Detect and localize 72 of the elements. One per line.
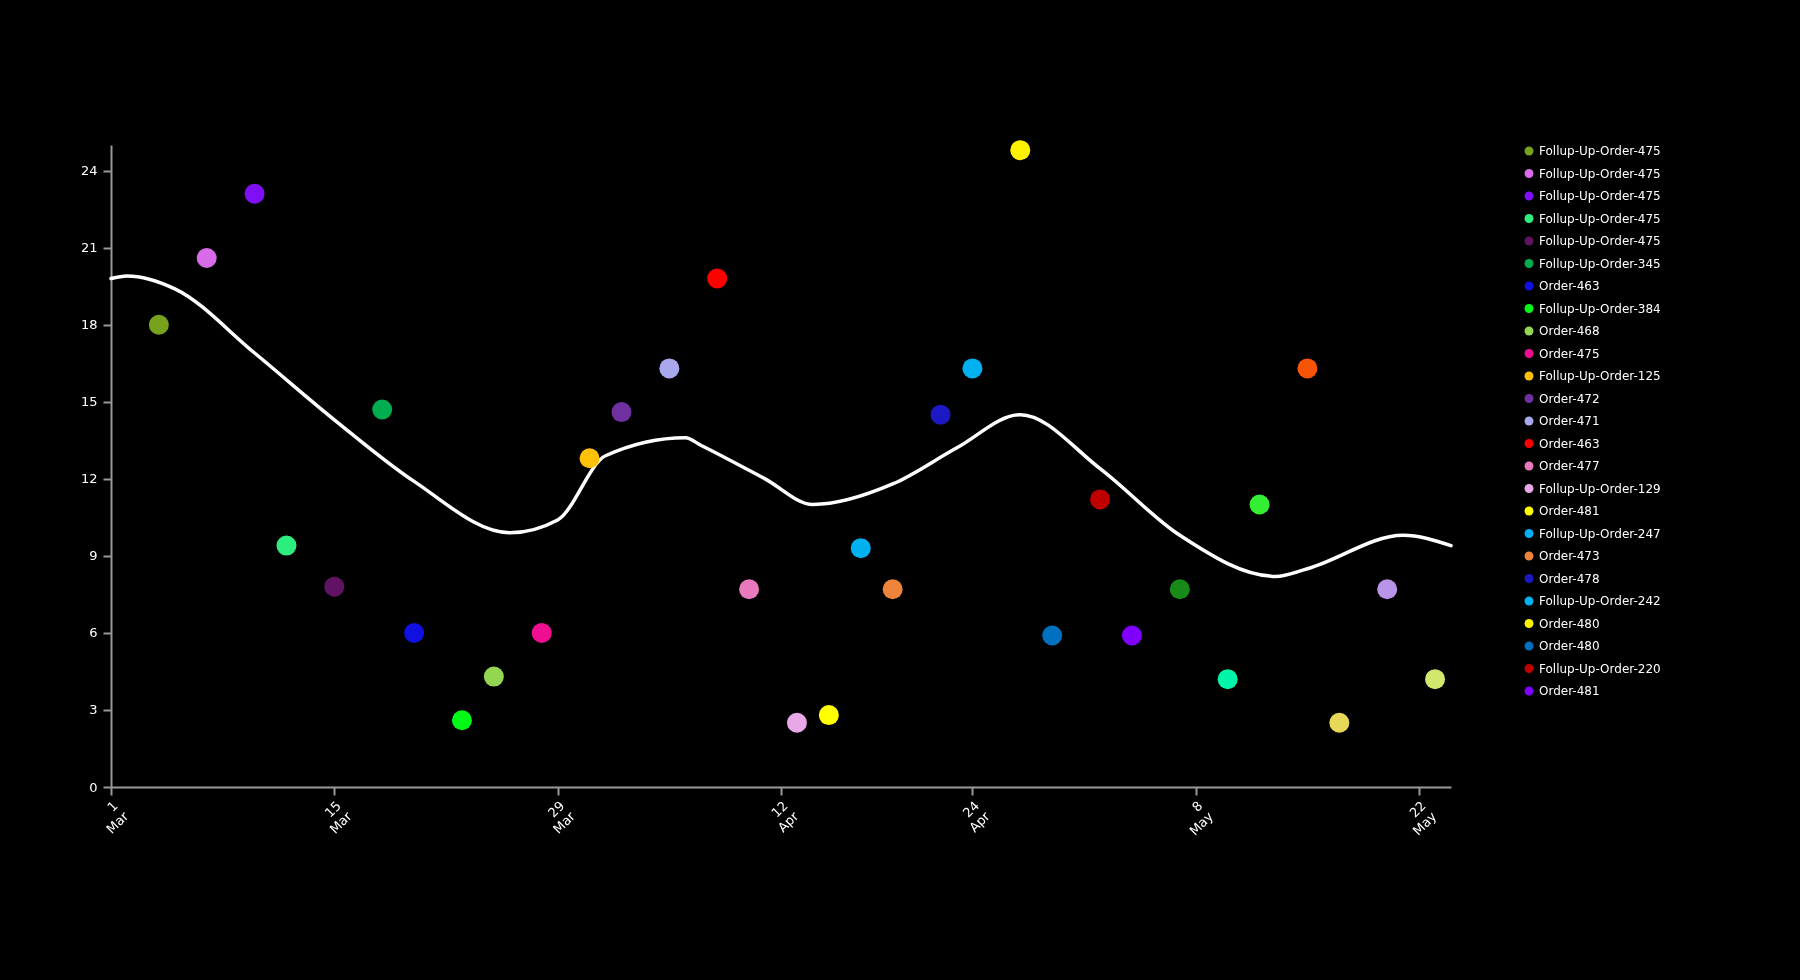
legend-label: Order-463	[1539, 279, 1600, 293]
x-tick-label: 24 Apr	[959, 798, 994, 836]
y-tick-label: 24	[80, 163, 98, 179]
legend-label: Order-475	[1539, 346, 1600, 361]
y-tick-label: 9	[89, 548, 98, 564]
point	[483, 666, 504, 687]
legend-label: Follup-Up-Order-129	[1539, 481, 1661, 496]
y-tick-label: 6	[89, 625, 98, 641]
x-tick-label: 1 Mar	[103, 798, 132, 837]
point	[611, 402, 632, 423]
point	[1249, 494, 1270, 515]
legend-label: Order-471	[1539, 414, 1600, 428]
point	[324, 576, 345, 597]
point	[1042, 625, 1063, 646]
point	[244, 183, 265, 204]
legend-label: Order-478	[1539, 571, 1600, 586]
point	[1377, 579, 1398, 600]
y-tick-label: 15	[80, 394, 98, 410]
point	[579, 448, 600, 469]
point	[962, 358, 983, 379]
legend-label: Order-477	[1539, 459, 1600, 473]
point	[1217, 669, 1238, 690]
legend-label: Follup-Up-Order-345	[1539, 256, 1661, 271]
legend-label: Follup-Up-Order-384	[1539, 301, 1661, 316]
legend-label: Order-468	[1539, 324, 1600, 338]
legend-label: Order-480	[1539, 639, 1600, 653]
legend-label: Order-480	[1539, 616, 1600, 631]
y-tick-label: 12	[80, 471, 98, 487]
point	[882, 579, 903, 600]
legend-label: Follup-Up-Order-475	[1539, 189, 1661, 203]
legend-label: Order-463	[1539, 436, 1600, 451]
point	[1425, 669, 1446, 690]
legend-label: Follup-Up-Order-475	[1539, 166, 1661, 181]
point	[659, 358, 680, 379]
legend-label: Follup-Up-Order-475	[1539, 144, 1661, 158]
x-tick-label: 15 Mar	[321, 798, 356, 837]
y-tick-label: 18	[80, 317, 98, 333]
point	[1329, 712, 1350, 733]
y-tick-label: 3	[89, 702, 98, 718]
point	[372, 399, 393, 420]
point	[1297, 358, 1318, 379]
point	[739, 579, 760, 600]
legend-label: Follup-Up-Order-125	[1539, 369, 1661, 383]
point	[818, 705, 839, 726]
point	[850, 538, 871, 559]
point	[148, 314, 169, 335]
point	[404, 622, 425, 643]
legend-label: Follup-Up-Order-220	[1539, 661, 1661, 676]
x-tick-label: 12 Apr	[768, 798, 802, 836]
point	[451, 710, 472, 731]
legend-label: Follup-Up-Order-247	[1539, 526, 1661, 541]
y-tick-label: 0	[89, 779, 98, 795]
legend-label: Order-473	[1539, 549, 1600, 563]
point	[1010, 140, 1031, 161]
legend-label: Follup-Up-Order-475	[1539, 234, 1661, 248]
point	[196, 248, 217, 268]
legend-label: Follup-Up-Order-475	[1539, 211, 1661, 226]
point	[930, 404, 951, 425]
point	[1121, 625, 1142, 646]
legend-label: Order-481	[1539, 684, 1600, 698]
y-tick-label: 21	[80, 240, 98, 256]
legend-label: Follup-Up-Order-242	[1539, 594, 1661, 608]
point	[531, 622, 552, 643]
point	[707, 268, 728, 289]
x-tick-label: 29 Mar	[545, 798, 579, 837]
line-series	[109, 274, 1453, 579]
point	[1169, 579, 1190, 600]
point	[786, 712, 807, 733]
point	[276, 535, 297, 556]
legend-label: Order-481	[1539, 504, 1600, 518]
legend-label: Order-472	[1539, 391, 1600, 406]
point	[1090, 489, 1111, 510]
